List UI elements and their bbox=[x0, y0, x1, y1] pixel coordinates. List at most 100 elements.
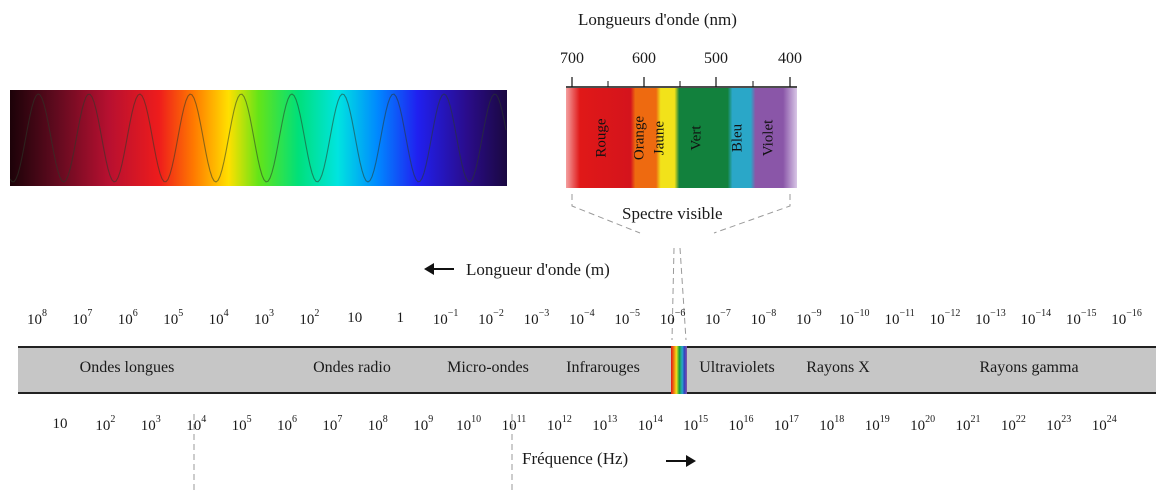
wavelength-tick-exponent: 5 bbox=[178, 308, 184, 319]
frequency-tick-exponent: 7 bbox=[337, 414, 343, 425]
wavelength-tick-15: 10−7 bbox=[705, 308, 731, 329]
wavelength-tick-base: 10 bbox=[117, 312, 133, 328]
frequency-tick-exponent: 10 bbox=[471, 414, 482, 425]
visible-tick-500: 500 bbox=[704, 50, 728, 67]
frequency-tick-exponent: 12 bbox=[561, 414, 572, 425]
wavelength-tick-1: 107 bbox=[72, 308, 93, 329]
frequency-axis-label: Fréquence (Hz) bbox=[522, 449, 629, 468]
wavelength-tick-base: 10 bbox=[884, 312, 900, 328]
frequency-tick-21: 1022 bbox=[1000, 414, 1026, 435]
visible-tick-600: 600 bbox=[632, 50, 656, 67]
wavelength-tick-10: 10−2 bbox=[478, 308, 504, 329]
frequency-tick-base: 10 bbox=[592, 418, 608, 434]
band-rayons-gamma: Rayons gamma bbox=[979, 359, 1079, 376]
wavelength-tick-base: 10 bbox=[523, 312, 539, 328]
frequency-tick-base: 10 bbox=[1000, 418, 1016, 434]
wavelength-tick-exponent: −16 bbox=[1126, 308, 1142, 319]
visible-tick-700: 700 bbox=[560, 50, 584, 67]
color-label-violet: Violet bbox=[760, 119, 777, 157]
wavelength-tick-exponent: −14 bbox=[1035, 308, 1052, 319]
wavelength-tick-base: 10 bbox=[254, 312, 269, 328]
wavelength-tick-7: 10 bbox=[347, 310, 362, 327]
frequency-tick-exponent: 17 bbox=[788, 414, 799, 425]
frequency-tick-base: 10 bbox=[1091, 418, 1107, 434]
frequency-tick-base: 10 bbox=[501, 418, 517, 434]
color-label-orange: Orange bbox=[631, 115, 648, 161]
wavelength-tick-0: 108 bbox=[27, 308, 47, 329]
band-ondes-longues: Ondes longues bbox=[79, 359, 175, 376]
wavelength-tick-base: 10 bbox=[750, 312, 766, 328]
frequency-tick-exponent: 23 bbox=[1061, 414, 1072, 425]
wavelength-tick-base: 10 bbox=[659, 312, 675, 328]
frequency-tick-exponent: 22 bbox=[1015, 414, 1026, 425]
wavelength-tick-exponent: 7 bbox=[87, 308, 93, 319]
frequency-tick-exponent: 18 bbox=[834, 414, 845, 425]
frequency-tick-base: 10 bbox=[456, 418, 472, 434]
wavelength-tick-23: 10−15 bbox=[1066, 308, 1097, 329]
frequency-tick-base: 10 bbox=[322, 418, 338, 434]
wavelength-tick-exponent: −11 bbox=[899, 308, 915, 319]
wavelength-tick-exponent: −3 bbox=[538, 308, 550, 319]
frequency-tick-4: 105 bbox=[231, 414, 252, 435]
wavelength-tick-base: 10 bbox=[27, 312, 42, 328]
color-label-bleu: Bleu bbox=[729, 123, 746, 153]
wavelength-tick-base: 10 bbox=[347, 310, 363, 326]
frequency-tick-base: 10 bbox=[819, 418, 835, 434]
wavelength-tick-base: 10 bbox=[838, 312, 854, 328]
frequency-tick-14: 1015 bbox=[683, 414, 708, 435]
wavelength-tick-base: 10 bbox=[208, 312, 224, 328]
wavelength-tick-9: 10−1 bbox=[432, 308, 459, 329]
frequency-tick-exponent: 11 bbox=[516, 414, 527, 425]
wavelength-tick-exponent: 4 bbox=[223, 308, 229, 319]
wavelength-tick-base: 10 bbox=[1020, 312, 1036, 328]
frequency-tick-1: 102 bbox=[95, 414, 115, 435]
frequency-tick-exponent: 13 bbox=[607, 414, 618, 425]
wavelength-tick-base: 10 bbox=[795, 312, 811, 328]
wavelength-tick-base: 10 bbox=[299, 312, 315, 328]
visible-spectrum-title: Longueurs d'onde (nm) bbox=[578, 10, 737, 29]
wavelength-axis-label: Longueur d'onde (m) bbox=[466, 260, 610, 279]
frequency-tick-base: 10 bbox=[910, 418, 926, 434]
frequency-tick-base: 10 bbox=[277, 418, 292, 434]
frequency-tick-base: 10 bbox=[140, 418, 156, 434]
frequency-tick-exponent: 21 bbox=[970, 414, 981, 425]
wavelength-tick-exponent: −1 bbox=[447, 308, 459, 319]
frequency-tick-exponent: 16 bbox=[743, 414, 754, 425]
wavelength-tick-5: 103 bbox=[254, 308, 274, 329]
frequency-tick-7: 108 bbox=[368, 414, 388, 435]
frequency-tick-16: 1017 bbox=[773, 414, 799, 435]
left-arrow-icon bbox=[424, 262, 456, 276]
frequency-tick-exponent: 4 bbox=[201, 414, 207, 425]
wavelength-tick-6: 102 bbox=[299, 308, 320, 329]
frequency-tick-base: 10 bbox=[773, 418, 789, 434]
frequency-tick-17: 1018 bbox=[819, 414, 845, 435]
wavelength-tick-14: 10−6 bbox=[659, 308, 686, 329]
frequency-tick-exponent: 5 bbox=[246, 414, 252, 425]
wavelength-tick-exponent: −4 bbox=[583, 308, 595, 319]
frequency-tick-exponent: 9 bbox=[428, 414, 434, 425]
frequency-tick-base: 10 bbox=[728, 418, 744, 434]
frequency-tick-20: 1021 bbox=[956, 414, 981, 435]
wavelength-tick-3: 105 bbox=[163, 308, 184, 329]
frequency-tick-exponent: 24 bbox=[1106, 414, 1117, 425]
frequency-tick-exponent: 19 bbox=[879, 414, 890, 425]
wavelength-tick-exponent: −5 bbox=[629, 308, 641, 319]
wavelength-tick-4: 104 bbox=[208, 308, 229, 329]
frequency-tick-19: 1020 bbox=[910, 414, 936, 435]
frequency-tick-base: 10 bbox=[231, 418, 247, 434]
wavelength-tick-2: 106 bbox=[117, 308, 138, 329]
frequency-tick-2: 103 bbox=[140, 414, 161, 435]
wavelength-tick-base: 10 bbox=[432, 312, 448, 328]
frequency-tick-9: 1010 bbox=[456, 414, 482, 435]
wavelength-tick-base: 10 bbox=[705, 312, 721, 328]
wavelength-tick-21: 10−13 bbox=[975, 308, 1006, 329]
wavelength-tick-17: 10−9 bbox=[795, 308, 822, 329]
frequency-tick-exponent: 20 bbox=[925, 414, 936, 425]
wavelength-tick-19: 10−11 bbox=[884, 308, 915, 329]
band-ondes-radio: Ondes radio bbox=[313, 359, 391, 376]
wavelength-tick-exponent: 2 bbox=[314, 308, 320, 319]
wavelength-tick-22: 10−14 bbox=[1020, 308, 1052, 329]
visible-spectrum-caption: Spectre visible bbox=[622, 204, 723, 223]
wavelength-tick-base: 10 bbox=[975, 312, 991, 328]
frequency-tick-18: 1019 bbox=[865, 414, 890, 435]
